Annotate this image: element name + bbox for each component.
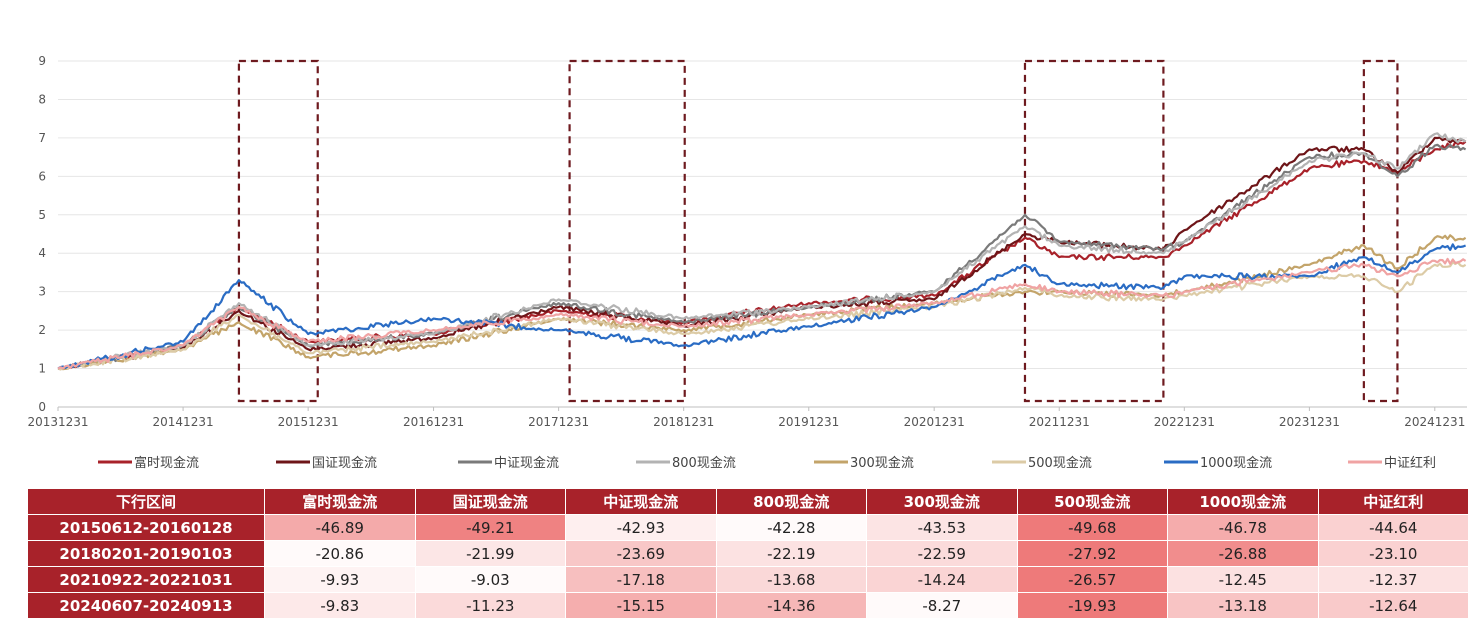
downturn-box <box>1023 59 1165 403</box>
table-row-period: 20210922-20221031 <box>27 566 265 593</box>
table-header-cell: 500现金流 <box>1016 488 1168 515</box>
table-header-cell: 富时现金流 <box>264 488 416 515</box>
y-tick-label: 0 <box>38 400 46 414</box>
x-tick-label: 20231231 <box>1279 415 1340 429</box>
x-tick-label: 20201231 <box>904 415 965 429</box>
table-cell: -15.15 <box>565 592 717 619</box>
table-cell: -13.68 <box>715 566 867 593</box>
table-cell: -11.23 <box>414 592 566 619</box>
table-cell: -17.18 <box>565 566 717 593</box>
x-tick-label: 20151231 <box>278 415 339 429</box>
table-cell: -49.68 <box>1016 514 1168 541</box>
gridlines <box>58 60 1467 370</box>
x-tick-label: 20131231 <box>27 415 88 429</box>
legend-label: 800现金流 <box>672 455 736 471</box>
table-cell: -9.93 <box>264 566 416 593</box>
line-chart: 0 1 2 3 4 5 6 7 8 9 20131231 20141231 20151231 20161… <box>27 54 1467 471</box>
legend-label: 中证红利 <box>1384 455 1436 471</box>
x-tick-label: 20191231 <box>778 415 839 429</box>
x-tick-label: 20161231 <box>403 415 464 429</box>
table-cell: -49.21 <box>414 514 566 541</box>
series-line-5 <box>57 261 1467 371</box>
table-row: 20180201-20190103 -20.86 -21.99 -23.69 -22.1… <box>27 540 1469 567</box>
table-cell: -8.27 <box>866 592 1018 619</box>
y-axis-ticks: 0 1 2 3 4 5 6 7 8 9 <box>38 54 46 414</box>
series-line-7 <box>57 257 1467 370</box>
legend-label: 500现金流 <box>1028 455 1092 471</box>
table-cell: -9.83 <box>264 592 416 619</box>
x-tick-label: 20181231 <box>653 415 714 429</box>
table-header-cell: 1000现金流 <box>1167 488 1319 515</box>
x-axis: 20131231 20141231 20151231 20161231 20171231… <box>27 406 1467 429</box>
table-cell: -27.92 <box>1016 540 1168 567</box>
y-tick-label: 7 <box>38 131 46 145</box>
table-cell: -19.93 <box>1016 592 1168 619</box>
legend-label: 中证现金流 <box>494 455 559 471</box>
y-tick-label: 5 <box>38 208 46 222</box>
table-cell: -46.78 <box>1167 514 1319 541</box>
drawdown-table: 下行区间 富时现金流 国证现金流 中证现金流 800现金流 300现金流 500现金流 100… <box>27 488 1469 619</box>
table-row: 20210922-20221031 -9.93 -9.03 -17.18 -13.68-… <box>27 566 1469 593</box>
y-tick-label: 1 <box>38 362 46 376</box>
table-cell: -22.59 <box>866 540 1018 567</box>
table-cell: -26.57 <box>1016 566 1168 593</box>
y-tick-label: 3 <box>38 285 46 299</box>
table-cell: -12.37 <box>1317 566 1469 593</box>
table-cell: -9.03 <box>414 566 566 593</box>
series-lines <box>57 132 1467 371</box>
table-cell: -21.99 <box>414 540 566 567</box>
table-cell: -13.18 <box>1167 592 1319 619</box>
x-tick-label: 20171231 <box>528 415 589 429</box>
table-cell: -23.10 <box>1317 540 1469 567</box>
table-cell: -26.88 <box>1167 540 1319 567</box>
table-cell: -14.24 <box>866 566 1018 593</box>
table-row-period: 20240607-20240913 <box>27 592 265 619</box>
table-header-cell: 下行区间 <box>27 488 265 515</box>
table-header-row: 下行区间 富时现金流 国证现金流 中证现金流 800现金流 300现金流 500现金流 100… <box>27 488 1469 515</box>
downturn-box <box>568 59 686 403</box>
table-cell: -14.36 <box>715 592 867 619</box>
legend: 富时现金流 国证现金流 中证现金流 800现金流 300现金流 500现金流 1000现金流… <box>98 455 1436 471</box>
y-tick-label: 9 <box>38 54 46 68</box>
y-tick-label: 4 <box>38 246 46 260</box>
table-cell: -12.45 <box>1167 566 1319 593</box>
table-row: 20150612-20160128 -46.89 -49.21 -42.93 -42.2… <box>27 514 1469 541</box>
legend-label: 300现金流 <box>850 455 914 471</box>
downturn-box <box>237 59 319 403</box>
downturn-highlight-boxes <box>237 59 1399 403</box>
x-tick-label: 20211231 <box>1029 415 1090 429</box>
legend-label: 1000现金流 <box>1200 455 1272 471</box>
table-row-period: 20150612-20160128 <box>27 514 265 541</box>
table-cell: -22.19 <box>715 540 867 567</box>
table-cell: -42.28 <box>715 514 867 541</box>
table-header-cell: 中证红利 <box>1317 488 1469 515</box>
table-header-cell: 300现金流 <box>866 488 1018 515</box>
series-line-6 <box>57 243 1467 370</box>
table-header-cell: 中证现金流 <box>565 488 717 515</box>
y-tick-label: 6 <box>38 169 46 183</box>
downturn-box <box>1362 59 1399 403</box>
table-cell: -42.93 <box>565 514 717 541</box>
table-header-cell: 800现金流 <box>715 488 867 515</box>
table-header-cell: 国证现金流 <box>414 488 566 515</box>
table-cell: -44.64 <box>1317 514 1469 541</box>
table-row-period: 20180201-20190103 <box>27 540 265 567</box>
table-body: 20150612-20160128 -46.89 -49.21 -42.93 -42.2… <box>27 514 1469 619</box>
x-tick-label: 20141231 <box>153 415 214 429</box>
table-row: 20240607-20240913 -9.83 -11.23 -15.15 -14.36… <box>27 592 1469 619</box>
legend-label: 国证现金流 <box>312 455 377 471</box>
table-cell: -43.53 <box>866 514 1018 541</box>
x-tick-label: 20221231 <box>1154 415 1215 429</box>
legend-label: 富时现金流 <box>134 455 199 471</box>
series-line-4 <box>57 234 1467 371</box>
y-tick-label: 2 <box>38 323 46 337</box>
x-tick-label: 20241231 <box>1404 415 1465 429</box>
y-tick-label: 8 <box>38 92 46 106</box>
table-cell: -46.89 <box>264 514 416 541</box>
table-cell: -20.86 <box>264 540 416 567</box>
table-cell: -12.64 <box>1317 592 1469 619</box>
table-cell: -23.69 <box>565 540 717 567</box>
